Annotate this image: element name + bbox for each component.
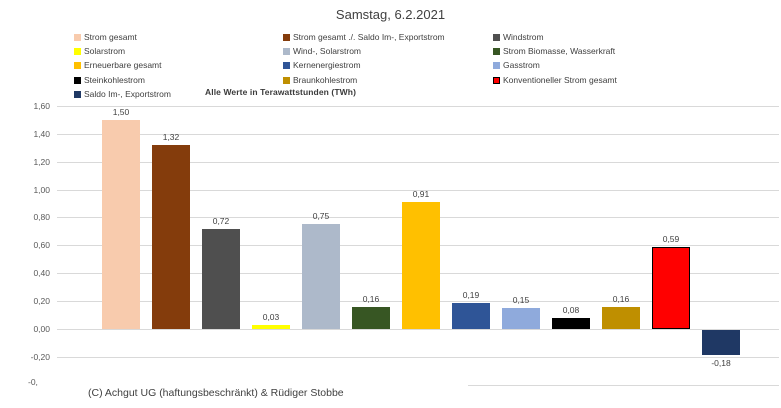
y-axis-tick-label: 1,60 bbox=[33, 101, 50, 111]
gridline-partial bbox=[468, 385, 779, 386]
value-label-gasstrom: 0,15 bbox=[512, 295, 530, 305]
bar-steinkohlestrom bbox=[552, 318, 590, 329]
y-axis-tick-label: 1,40 bbox=[33, 129, 50, 139]
bar-strom-biomasse-wasserkraft bbox=[352, 307, 390, 329]
copyright-text: (C) Achgut UG (haftungsbeschränkt) & Rüd… bbox=[88, 387, 344, 399]
bar-kernenergiestrom bbox=[452, 303, 490, 329]
bar-wind-solarstrom bbox=[302, 224, 340, 329]
legend-label: Steinkohlestrom bbox=[84, 75, 145, 85]
bar-strom-gesamt bbox=[102, 120, 140, 329]
legend-label: Saldo Im-, Exportstrom bbox=[84, 89, 171, 99]
value-label-saldo-im-exportstrom: -0,18 bbox=[711, 358, 731, 368]
legend-swatch-icon bbox=[493, 48, 500, 55]
legend-label: Windstrom bbox=[503, 32, 544, 42]
y-axis-tick-label: 1,20 bbox=[33, 157, 50, 167]
bar-erneuerbare-gesamt bbox=[402, 202, 440, 329]
bar-windstrom bbox=[202, 229, 240, 329]
gridline bbox=[57, 162, 779, 163]
legend-label: Strom Biomasse, Wasserkraft bbox=[503, 46, 616, 56]
y-axis-tick-label-partial: -0, bbox=[28, 377, 38, 387]
bar-braunkohlestrom bbox=[602, 307, 640, 329]
gridline bbox=[57, 134, 779, 135]
bar-gasstrom bbox=[502, 308, 540, 329]
bar-saldo-im-exportstrom bbox=[702, 330, 740, 355]
gridline bbox=[57, 106, 779, 107]
legend-swatch-icon bbox=[283, 77, 290, 84]
legend-label: Strom gesamt bbox=[84, 32, 137, 42]
bar-solarstrom bbox=[252, 325, 290, 329]
value-label-erneuerbare-gesamt: 0,91 bbox=[412, 189, 430, 199]
value-label-strom-gesamt: 1,50 bbox=[112, 107, 130, 117]
legend-label: Gasstrom bbox=[503, 60, 540, 70]
y-axis-tick-label: 0,40 bbox=[33, 268, 50, 278]
value-label-kernenergiestrom: 0,19 bbox=[462, 290, 480, 300]
value-label-strom-biomasse-wasserkraft: 0,16 bbox=[362, 294, 380, 304]
legend-swatch-icon bbox=[493, 34, 500, 41]
gridline bbox=[57, 357, 779, 358]
legend-label: Konventioneller Strom gesamt bbox=[503, 75, 617, 85]
legend-swatch-icon bbox=[493, 77, 500, 84]
y-axis-tick-label: 0,60 bbox=[33, 240, 50, 250]
legend-swatch-icon bbox=[283, 62, 290, 69]
gridline bbox=[57, 190, 779, 191]
legend-label: Solarstrom bbox=[84, 46, 126, 56]
legend-label: Braunkohlestrom bbox=[293, 75, 358, 85]
gridline bbox=[57, 329, 779, 330]
legend-label: Erneuerbare gesamt bbox=[84, 60, 162, 70]
y-axis-tick-label: 0,00 bbox=[33, 324, 50, 334]
y-axis-tick-label: 1,00 bbox=[33, 185, 50, 195]
legend-label: Wind-, Solarstrom bbox=[293, 46, 362, 56]
bar-strom-gesamt-saldo-im-exportstrom bbox=[152, 145, 190, 329]
value-label-steinkohlestrom: 0,08 bbox=[562, 305, 580, 315]
value-label-strom-gesamt-saldo-im-exportstrom: 1,32 bbox=[162, 132, 180, 142]
legend-swatch-icon bbox=[283, 48, 290, 55]
value-label-braunkohlestrom: 0,16 bbox=[612, 294, 630, 304]
legend-swatch-icon bbox=[74, 48, 81, 55]
y-axis-tick-label: 0,20 bbox=[33, 296, 50, 306]
value-label-solarstrom: 0,03 bbox=[262, 312, 280, 322]
legend-swatch-icon bbox=[74, 77, 81, 84]
value-label-konventioneller-strom-gesamt: 0,59 bbox=[662, 234, 680, 244]
bar-konventioneller-strom-gesamt bbox=[652, 247, 690, 329]
units-note: Alle Werte in Terawattstunden (TWh) bbox=[205, 87, 356, 97]
legend-swatch-icon bbox=[283, 34, 290, 41]
y-axis-tick-label: 0,80 bbox=[33, 212, 50, 222]
legend-swatch-icon bbox=[74, 62, 81, 69]
legend-swatch-icon bbox=[74, 91, 81, 98]
value-label-windstrom: 0,72 bbox=[212, 216, 230, 226]
legend-label: Strom gesamt ./. Saldo Im-, Exportstrom bbox=[293, 32, 445, 42]
legend-swatch-icon bbox=[493, 62, 500, 69]
legend-swatch-icon bbox=[74, 34, 81, 41]
legend-label: Kernenergiestrom bbox=[293, 60, 361, 70]
y-axis-tick-label: -0,20 bbox=[30, 352, 50, 362]
chart-title: Samstag, 6.2.2021 bbox=[335, 7, 446, 22]
value-label-wind-solarstrom: 0,75 bbox=[312, 211, 330, 221]
